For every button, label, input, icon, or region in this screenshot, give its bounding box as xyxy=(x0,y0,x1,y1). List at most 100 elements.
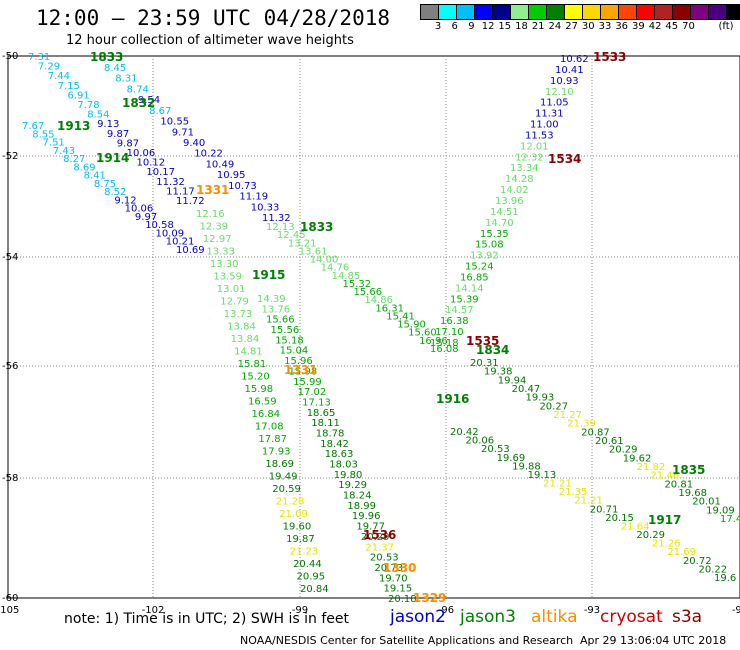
pass-time-label: 1914 xyxy=(96,151,129,165)
legend-label: 36 xyxy=(615,21,629,32)
wave-height-label: 15.18 xyxy=(275,335,304,346)
wave-height-label: 18.78 xyxy=(316,428,345,439)
wave-height-label: 13.01 xyxy=(217,284,246,295)
wave-height-label: 14.51 xyxy=(490,207,519,218)
wave-height-label: 19.68 xyxy=(678,488,707,499)
wave-height-label: 11.72 xyxy=(176,196,205,207)
wave-height-label: 21.35 xyxy=(559,487,588,498)
wave-height-label: 19.38 xyxy=(484,367,513,378)
wave-height-label: 21.21 xyxy=(543,479,572,490)
lon-tick-label: -96 xyxy=(438,605,454,616)
wave-height-label: 14.28 xyxy=(505,174,534,185)
wave-height-label: 20.81 xyxy=(664,479,693,490)
pass-time-label: 1331 xyxy=(196,183,229,197)
wave-height-label: 18.42 xyxy=(320,439,349,450)
wave-height-label: 20.59 xyxy=(272,484,301,495)
wave-height-label: 18.63 xyxy=(325,449,354,460)
pass-time-label: 1533 xyxy=(593,50,626,64)
wave-height-label: 20.15 xyxy=(605,513,634,524)
wave-height-label: 8.75 xyxy=(94,179,116,190)
lat-tick-label: -52 xyxy=(2,151,18,162)
wave-height-label: 8.69 xyxy=(73,162,95,173)
wave-height-label: 19.87 xyxy=(286,534,315,545)
wave-height-label: 18.99 xyxy=(347,501,376,512)
wave-height-label: 15.18 xyxy=(430,338,459,349)
wave-height-label: 18.11 xyxy=(311,418,340,429)
wave-height-label: 21.82 xyxy=(637,462,666,473)
wave-height-label: 15.98 xyxy=(245,384,274,395)
wave-height-label: 15.99 xyxy=(293,377,322,388)
pass-time-label: 1832 xyxy=(122,96,155,110)
wave-height-label: 15.90 xyxy=(397,320,426,331)
wave-height-label: 7.44 xyxy=(48,71,70,82)
wave-height-label: 10.06 xyxy=(127,148,156,159)
wave-height-label: 10.33 xyxy=(251,202,280,213)
wave-height-label: 15.35 xyxy=(480,229,509,240)
wave-height-label: 15.32 xyxy=(343,279,372,290)
wave-height-label: 18.65 xyxy=(307,408,336,419)
wave-height-label: 19.80 xyxy=(334,470,363,481)
lon-tick-label: -105 xyxy=(0,605,19,616)
wave-height-label: 15.04 xyxy=(280,346,309,357)
wave-height-label: 21.21 xyxy=(574,496,603,507)
wave-height-label: 14.70 xyxy=(485,218,514,229)
wave-height-label: 10.09 xyxy=(155,228,184,239)
wave-height-label: 20.44 xyxy=(293,559,322,570)
pass-time-label: 1534 xyxy=(548,152,581,166)
wave-height-label: 10.21 xyxy=(166,237,195,248)
wave-height-label: 13.33 xyxy=(206,247,235,258)
wave-height-label: 17.4 xyxy=(720,514,740,525)
wave-height-label: 13.59 xyxy=(213,272,242,283)
wave-height-label: 20.73 xyxy=(374,563,403,574)
wave-height-label: 21.46 xyxy=(651,471,680,482)
wave-height-label: 11.31 xyxy=(535,109,564,120)
legend-label: 12 xyxy=(481,21,495,32)
wave-height-label: 21.27 xyxy=(553,410,582,421)
wave-height-label: 9.54 xyxy=(138,95,160,106)
color-legend xyxy=(420,4,740,20)
wave-height-label: 13.30 xyxy=(210,259,239,270)
wave-height-label: 10.06 xyxy=(125,204,154,215)
wave-height-label: 11.19 xyxy=(239,192,268,203)
legend-label: 6 xyxy=(451,21,458,32)
lat-tick-label: -56 xyxy=(2,361,18,372)
wave-height-label: 21.39 xyxy=(567,419,596,430)
wave-height-label: 13.34 xyxy=(510,163,539,174)
wave-height-label: 14.14 xyxy=(455,283,484,294)
wave-height-label: 13.84 xyxy=(227,322,256,333)
wave-height-label: 17.02 xyxy=(298,387,327,398)
pass-time-label: 1833 xyxy=(300,220,333,234)
legend-label: 45 xyxy=(665,21,679,32)
wave-height-label: 8.55 xyxy=(32,129,54,140)
wave-height-label: 10.17 xyxy=(146,167,175,178)
wave-height-label: 18.69 xyxy=(265,459,294,470)
map-frame xyxy=(7,55,740,599)
wave-height-label: 20.47 xyxy=(512,384,541,395)
legend-label: 33 xyxy=(598,21,612,32)
wave-height-label: 20.31 xyxy=(470,358,499,369)
wave-height-label: 21.69 xyxy=(667,547,696,558)
wave-height-label: 20.29 xyxy=(636,530,665,541)
wave-height-label: 6.91 xyxy=(67,90,89,101)
wave-height-label: 18.24 xyxy=(343,491,372,502)
wave-height-label: 14.00 xyxy=(310,255,339,266)
lon-tick-label: -99 xyxy=(292,605,308,616)
map-title: 12:00 – 23:59 UTC 04/28/2018 xyxy=(36,6,391,30)
wave-height-label: 7.67 xyxy=(22,121,44,132)
wave-height-label: 19.77 xyxy=(356,522,385,533)
wave-height-label: 14.85 xyxy=(332,271,361,282)
wave-height-label: 20.29 xyxy=(361,532,390,543)
wave-height-label: 7.43 xyxy=(53,146,75,157)
wave-height-label: 13.76 xyxy=(262,304,291,315)
generated-time: Apr 29 13:06:04 UTC 2018 xyxy=(580,634,727,647)
wave-height-label: 9.71 xyxy=(172,127,194,138)
legend-label: 39 xyxy=(632,21,645,32)
wave-height-label: 14.57 xyxy=(445,305,474,316)
legend-label: 30 xyxy=(581,21,595,32)
wave-height-label: 19.94 xyxy=(498,375,527,386)
legend-unit: (ft) xyxy=(718,21,734,32)
wave-height-label: 15.98 xyxy=(289,366,318,377)
wave-height-label: 20.53 xyxy=(481,444,510,455)
legend-label: 21 xyxy=(531,21,545,32)
wave-height-label: 8.31 xyxy=(115,74,137,85)
